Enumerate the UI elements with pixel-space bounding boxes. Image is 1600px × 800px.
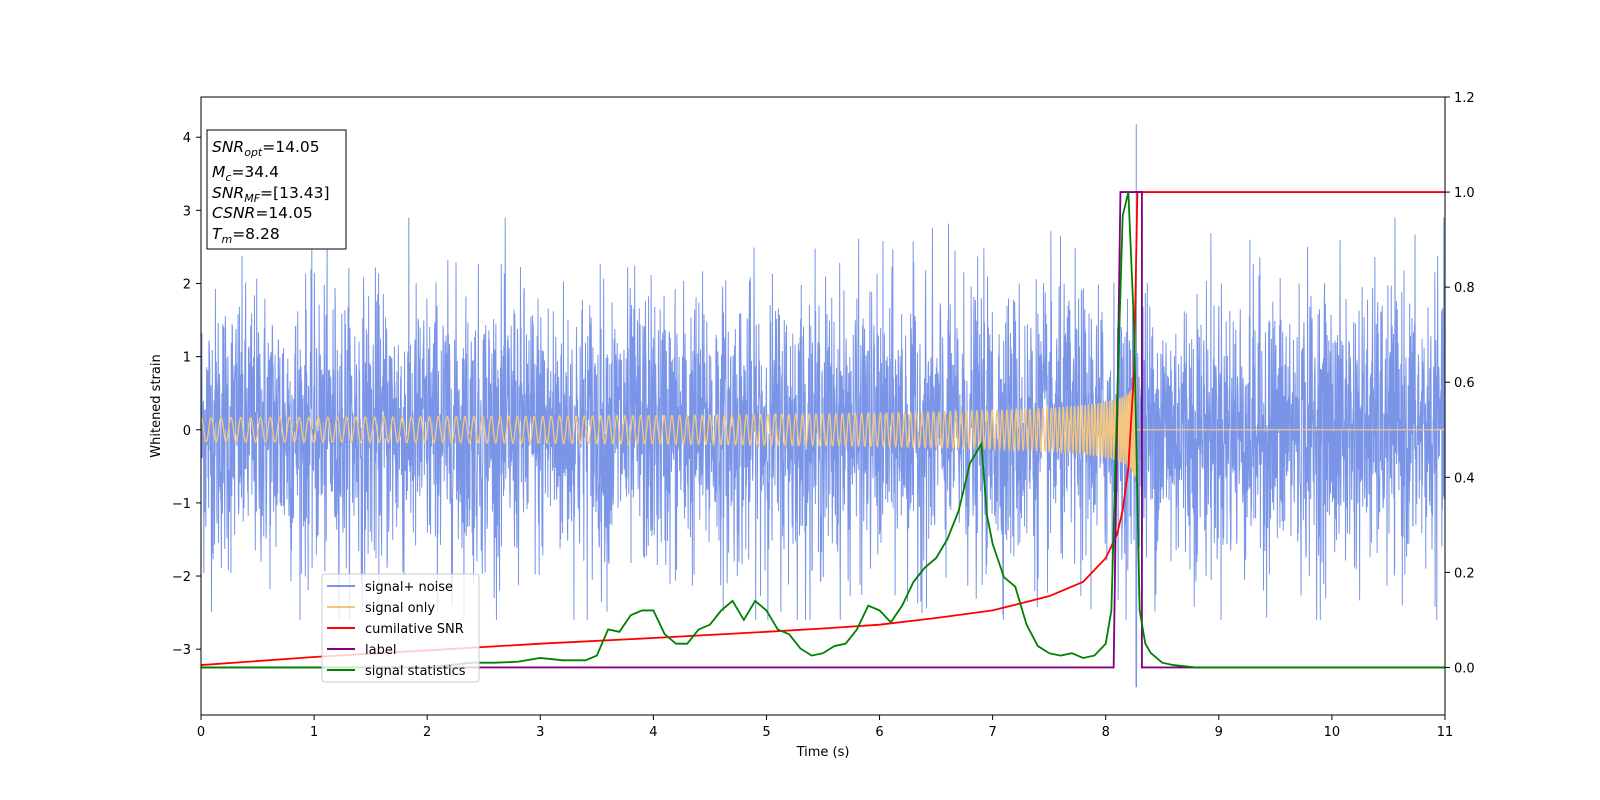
x-tick-label: 1	[310, 725, 318, 740]
x-tick-label: 10	[1324, 725, 1341, 740]
plot-frame	[200, 96, 1446, 716]
y-axis-right: 0.0 0.2 0.4 0.6 0.8 1.0 1.2	[1445, 91, 1475, 676]
series-signal-statistics-line	[201, 191, 1445, 669]
x-tick-label: 3	[536, 725, 544, 740]
y-tick-label: 2	[183, 277, 191, 292]
x-tick-label: 9	[1215, 725, 1223, 740]
y-tick-label: 3	[183, 204, 191, 219]
y2-tick-label: 0.8	[1454, 281, 1475, 296]
legend: signal+ noise signal only cumilative SNR la…	[321, 573, 480, 683]
x-tick-label: 2	[423, 725, 431, 740]
y-axis-left: −3 −2 −1 0 1 2 3 4	[172, 131, 201, 658]
y-tick-label: −3	[172, 643, 191, 658]
y-tick-label: −1	[172, 497, 191, 512]
y-tick-label: 4	[183, 131, 191, 146]
y-tick-label: 1	[183, 351, 191, 366]
annotation-line: CSNR=14.05	[212, 204, 313, 222]
x-tick-label: 0	[197, 725, 205, 740]
y2-tick-label: 0.6	[1454, 376, 1475, 391]
annotation-line: SNRMF=[13.43]	[212, 184, 330, 205]
x-tick-label: 6	[875, 725, 883, 740]
y2-tick-label: 0.4	[1454, 471, 1475, 486]
y2-tick-label: 0.0	[1454, 661, 1475, 676]
legend-entry-label: cumilative SNR	[365, 622, 464, 637]
annotation-line: SNRopt=14.05	[212, 138, 320, 159]
x-axis-label: Time (s)	[796, 745, 850, 760]
legend-entry-label: label	[365, 643, 396, 658]
legend-entry-label: signal+ noise	[365, 580, 453, 595]
annotation-frame	[206, 129, 347, 250]
x-tick-label: 4	[649, 725, 657, 740]
x-tick-label: 5	[762, 725, 770, 740]
legend-frame	[321, 573, 480, 683]
x-axis: 0 1 2 3 4 5 6 7 8 9 10 11	[197, 715, 1453, 740]
y-tick-label: −2	[172, 570, 191, 585]
legend-entry-label: signal only	[365, 601, 435, 616]
annotation-box: SNRopt=14.05 Mc=34.4SNRMF=[13.43]CSNR=14.…	[206, 129, 347, 250]
x-tick-label: 8	[1102, 725, 1110, 740]
y-tick-label: 0	[183, 424, 191, 439]
series-signal-only-line	[201, 378, 1445, 477]
y2-tick-label: 1.2	[1454, 91, 1475, 106]
y-axis-label: Whitened strain	[149, 354, 164, 457]
x-tick-label: 7	[988, 725, 996, 740]
legend-entry-label: signal statistics	[365, 664, 466, 679]
x-tick-label: 11	[1437, 725, 1454, 740]
annotation-line: Tm=8.28	[212, 225, 280, 246]
y2-tick-label: 0.2	[1454, 566, 1475, 581]
series-cumulative-snr-line	[201, 191, 1445, 666]
series-layer	[201, 124, 1445, 688]
annotation-line: Mc=34.4	[212, 163, 279, 184]
y2-tick-label: 1.0	[1454, 186, 1475, 201]
